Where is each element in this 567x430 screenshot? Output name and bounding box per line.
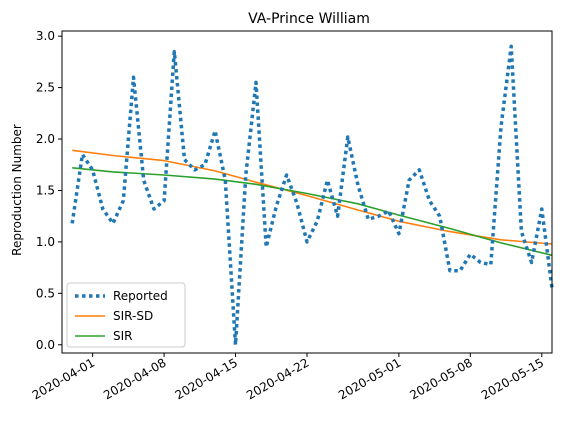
x-tick-label: 2020-05-08 xyxy=(407,355,474,402)
series-line-sir xyxy=(72,167,553,257)
x-tick-label: 2020-04-15 xyxy=(173,355,240,402)
x-tick-label: 2020-04-01 xyxy=(30,355,97,402)
x-tick-label: 2020-04-08 xyxy=(101,355,168,402)
x-axis: 2020-04-01 2020-04-08 2020-04-15 2020-04-22… xyxy=(30,353,546,402)
y-tick-label: 1.0 xyxy=(36,235,55,249)
y-tick-label: 2.5 xyxy=(36,81,55,95)
x-tick-label: 2020-05-15 xyxy=(479,355,546,402)
series-line-reported xyxy=(70,44,554,347)
x-tick-label: 2020-04-22 xyxy=(244,355,311,402)
y-tick-label: 3.0 xyxy=(36,29,55,43)
plot-frame xyxy=(61,30,553,354)
y-tick-label: 0.0 xyxy=(36,338,55,352)
chart-title: VA-Prince William xyxy=(248,11,370,27)
series-line-sir-sd xyxy=(72,149,553,245)
x-tick-label: 2020-05-01 xyxy=(336,355,403,402)
y-axis-label: Reproduction Number xyxy=(10,124,24,256)
legend-box xyxy=(66,282,186,348)
y-tick-label: 0.5 xyxy=(36,286,55,300)
series-group xyxy=(70,44,554,347)
legend-label: SIR-SD xyxy=(113,309,153,323)
y-tick-label: 2.0 xyxy=(36,132,55,146)
y-axis: 0.0 0.5 1.0 1.5 2.0 2.5 3.0 xyxy=(36,29,62,352)
y-tick-label: 1.5 xyxy=(36,183,55,197)
legend-label: Reported xyxy=(113,289,168,303)
legend-label: SIR xyxy=(113,329,133,343)
legend: Reported SIR-SD SIR xyxy=(66,282,186,348)
